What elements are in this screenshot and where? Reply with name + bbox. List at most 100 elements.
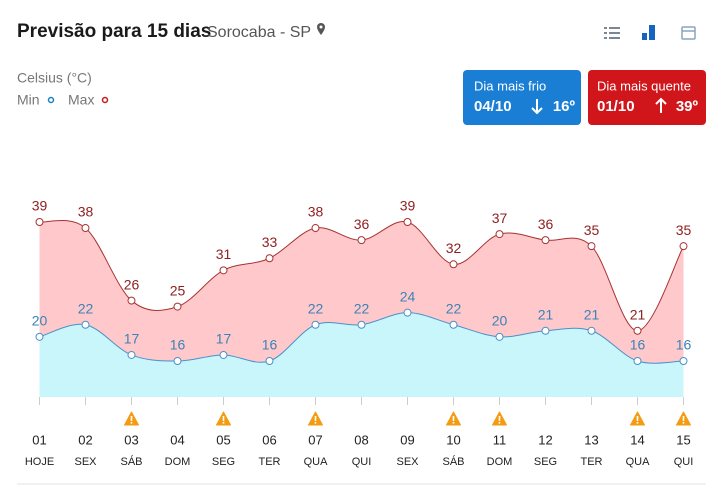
value-label: 16 — [262, 337, 278, 353]
point — [311, 224, 320, 233]
value-label: 32 — [446, 240, 462, 256]
value-label: 17 — [216, 331, 232, 347]
day-label: 04 — [170, 432, 184, 447]
alert-dot — [130, 422, 133, 424]
weekday-label: SEG — [534, 456, 557, 468]
point — [495, 332, 504, 341]
hot-temp: 39º — [676, 98, 699, 115]
weekday-label: SÁB — [120, 455, 142, 468]
weekday-label: SÁB — [442, 455, 464, 468]
title: Previsão para 15 dias — [17, 21, 211, 42]
day-label: 05 — [216, 432, 230, 447]
alert-icon — [492, 411, 507, 426]
point — [219, 266, 228, 275]
day-label: 08 — [354, 432, 368, 447]
value-label: 22 — [446, 300, 462, 316]
calendar-icon[interactable] — [681, 26, 696, 40]
weekday-label: SEX — [74, 456, 97, 468]
value-label: 39 — [32, 198, 48, 214]
legend-min-dot — [47, 96, 55, 104]
alert-icon — [630, 411, 645, 426]
value-label: 25 — [170, 282, 186, 298]
pin-icon — [317, 23, 325, 35]
alert-bang — [682, 416, 685, 421]
value-label: 36 — [354, 216, 370, 232]
point — [357, 320, 366, 329]
point — [35, 218, 44, 226]
point — [449, 320, 458, 329]
point — [403, 218, 412, 226]
value-label: 26 — [124, 276, 140, 292]
value-label: 35 — [584, 222, 600, 238]
point — [633, 326, 642, 335]
day-label: 02 — [78, 432, 92, 447]
alert-dot — [636, 422, 639, 424]
alert-dot — [222, 422, 225, 424]
value-label: 21 — [584, 306, 600, 322]
value-label: 16 — [630, 337, 646, 353]
alert-icon — [446, 411, 461, 426]
weekday-label: QUA — [626, 456, 651, 468]
value-label: 22 — [354, 300, 370, 316]
cold-date: 04/10 — [474, 98, 512, 115]
value-label: 36 — [538, 216, 554, 232]
weekday-label: TER — [259, 456, 281, 468]
list-view-icon[interactable] — [604, 27, 620, 39]
point — [311, 320, 320, 329]
point — [35, 332, 44, 341]
alert-icon — [308, 411, 323, 426]
weekday-label: SEG — [212, 456, 235, 468]
weekday-label: DOM — [165, 456, 191, 468]
point — [633, 357, 642, 365]
value-label: 38 — [78, 204, 94, 220]
value-label: 35 — [676, 222, 692, 238]
day-label: 10 — [446, 432, 460, 447]
point — [219, 350, 228, 359]
point — [679, 242, 688, 251]
value-label: 20 — [492, 313, 508, 329]
point — [81, 320, 90, 329]
weekday-label: DOM — [487, 456, 513, 468]
point — [449, 260, 458, 269]
point — [127, 350, 136, 359]
point — [357, 236, 366, 245]
point — [679, 357, 688, 365]
up-arrow — [655, 97, 667, 113]
alert-icon — [216, 411, 231, 426]
alert-bang — [130, 416, 133, 421]
day-label: 11 — [493, 432, 507, 447]
weekday-label: QUA — [304, 456, 329, 468]
alert-bang — [222, 416, 225, 421]
hot-date: 01/10 — [597, 98, 635, 115]
point — [541, 326, 550, 335]
point — [541, 236, 550, 245]
down-arrow — [531, 99, 543, 115]
location: Sorocaba - SP — [207, 24, 311, 41]
legend-min: Min — [17, 92, 40, 108]
point — [265, 254, 274, 263]
weekday-label: SEX — [396, 456, 419, 468]
value-label: 21 — [538, 306, 554, 322]
chart-view-icon[interactable] — [642, 25, 655, 40]
value-label: 31 — [216, 246, 232, 262]
alert-dot — [682, 422, 685, 424]
value-label: 16 — [676, 337, 692, 353]
day-label: 14 — [630, 432, 644, 447]
day-label: 09 — [400, 432, 414, 447]
point — [587, 242, 596, 251]
day-label: 07 — [308, 432, 322, 447]
value-label: 22 — [308, 300, 324, 316]
alert-dot — [498, 422, 501, 424]
day-label: 15 — [676, 432, 690, 447]
point — [495, 230, 504, 239]
value-label: 24 — [400, 288, 416, 304]
day-label: 06 — [262, 432, 276, 447]
chart: 39 38 26 25 31 33 38 36 39 32 37 36 35 21 35 20 22 17 16 17… — [25, 198, 693, 468]
value-label: 39 — [400, 198, 416, 214]
legend-max: Max — [68, 92, 94, 108]
alert-icon — [676, 411, 691, 426]
unit-label: Celsius (°C) — [17, 70, 92, 86]
value-label: 17 — [124, 331, 140, 347]
